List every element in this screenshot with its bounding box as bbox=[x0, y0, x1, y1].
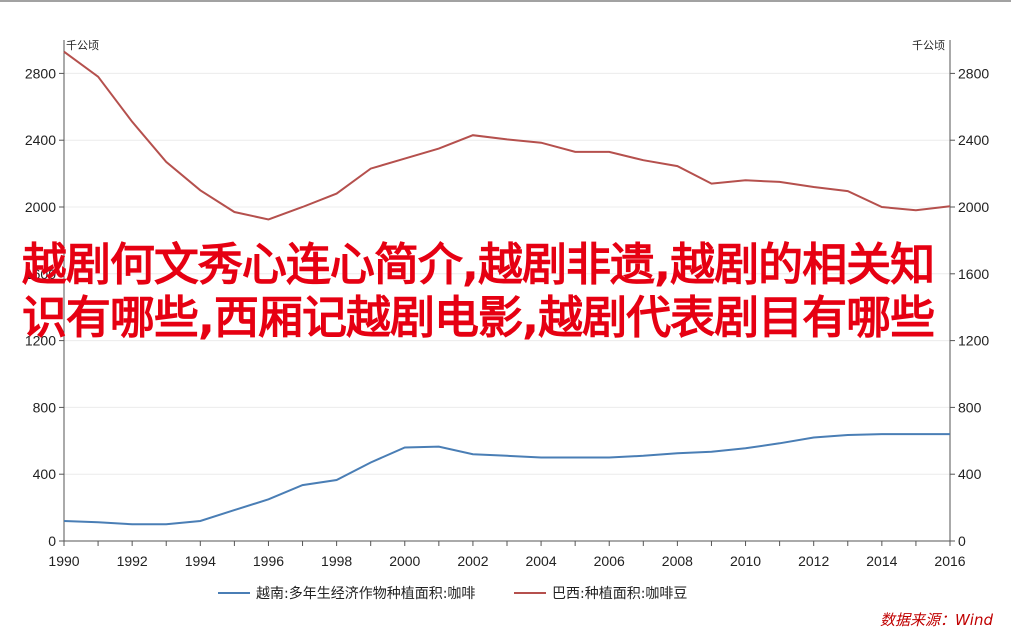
right-y-tick-labels: 0 400 800 1200 1600 2000 2400 2800 bbox=[958, 65, 989, 549]
right-y-tick-label: 1600 bbox=[958, 266, 989, 282]
x-tick-label: 2014 bbox=[866, 553, 897, 569]
right-y-tick-label: 2800 bbox=[958, 65, 989, 81]
series-lines bbox=[63, 50, 951, 526]
x-tick-label: 1990 bbox=[48, 553, 79, 569]
right-y-tick-label: 0 bbox=[958, 533, 966, 549]
legend-label-1: 越南:多年生经济作物种植面积:咖啡 bbox=[256, 585, 475, 602]
x-tick-label: 2008 bbox=[662, 553, 693, 569]
series-line-1 bbox=[63, 433, 950, 526]
x-tick-label: 2010 bbox=[730, 553, 761, 569]
left-unit-label: 千公顷 bbox=[66, 39, 99, 52]
left-y-tick-label: 0 bbox=[48, 533, 56, 549]
x-tick-label: 1994 bbox=[185, 553, 216, 569]
legend: 越南:多年生经济作物种植面积:咖啡 巴西:种植面积:咖啡豆 bbox=[218, 585, 687, 602]
right-y-tick-label: 2000 bbox=[958, 199, 989, 215]
x-tick-label: 1998 bbox=[321, 553, 352, 569]
left-y-tick-label: 2400 bbox=[25, 132, 56, 148]
left-y-tick-label: 2800 bbox=[25, 65, 56, 81]
left-y-tick-label: 1200 bbox=[25, 333, 56, 349]
x-tick-label: 1992 bbox=[117, 553, 148, 569]
x-tick-label: 2006 bbox=[594, 553, 625, 569]
x-tick-label: 2016 bbox=[934, 553, 965, 569]
left-y-tick-label: 400 bbox=[33, 466, 57, 482]
legend-label-2: 巴西:种植面积:咖啡豆 bbox=[552, 586, 687, 602]
right-y-tick-label: 800 bbox=[958, 399, 982, 415]
x-tick-labels: 1990 1992 1994 1996 1998 2000 2002 2004 2006 2008… bbox=[48, 553, 965, 569]
right-unit-label: 千公顷 bbox=[912, 39, 945, 52]
x-tick-label: 1996 bbox=[253, 553, 284, 569]
left-y-tick-label: 2000 bbox=[25, 199, 56, 215]
axes bbox=[59, 40, 955, 546]
right-y-tick-label: 2400 bbox=[958, 132, 989, 148]
left-y-tick-labels: 0 400 800 1200 1600 2000 2400 2800 bbox=[25, 65, 56, 549]
x-tick-label: 2000 bbox=[389, 553, 420, 569]
x-tick-label: 2002 bbox=[457, 553, 488, 569]
data-source-label: 数据来源：Wind bbox=[879, 611, 993, 629]
right-y-tick-label: 1200 bbox=[958, 333, 989, 349]
overlay-headline: 越剧何文秀心连心简介,越剧非遗,越剧的相关知识有哪些,西厢记越剧电影,越剧代表剧… bbox=[21, 238, 935, 344]
x-tick-label: 2012 bbox=[798, 553, 829, 569]
left-y-tick-label: 800 bbox=[33, 399, 57, 415]
left-y-tick-label: 1600 bbox=[25, 266, 56, 282]
gridlines bbox=[64, 72, 950, 475]
series-line-2 bbox=[63, 50, 951, 221]
x-tick-label: 2004 bbox=[525, 553, 556, 569]
right-y-tick-label: 400 bbox=[958, 466, 982, 482]
